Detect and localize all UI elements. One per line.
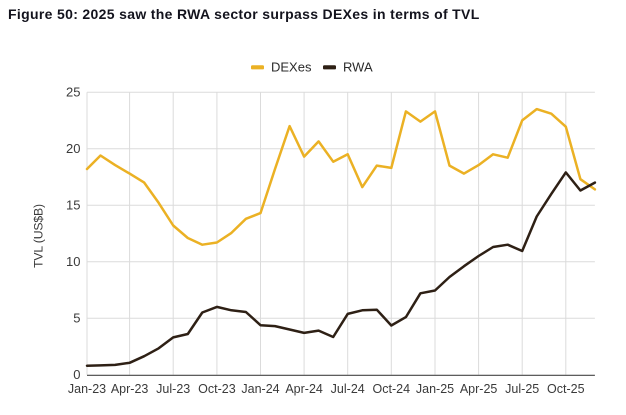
svg-text:Jul-23: Jul-23 xyxy=(156,382,190,396)
svg-text:TVL (US$B): TVL (US$B) xyxy=(32,204,46,268)
svg-text:0: 0 xyxy=(73,367,80,382)
svg-text:Jan-24: Jan-24 xyxy=(241,382,279,396)
svg-text:Oct-24: Oct-24 xyxy=(373,382,411,396)
svg-text:5: 5 xyxy=(73,311,80,326)
svg-text:Jul-25: Jul-25 xyxy=(505,382,539,396)
svg-text:15: 15 xyxy=(66,198,80,213)
svg-text:Jan-25: Jan-25 xyxy=(416,382,454,396)
svg-text:Jul-24: Jul-24 xyxy=(331,382,365,396)
svg-text:25: 25 xyxy=(66,85,80,100)
svg-text:Apr-25: Apr-25 xyxy=(460,382,498,396)
svg-text:Apr-23: Apr-23 xyxy=(111,382,149,396)
svg-text:Jan-23: Jan-23 xyxy=(68,382,106,396)
svg-text:DEXes: DEXes xyxy=(271,60,312,75)
svg-text:20: 20 xyxy=(66,141,80,156)
svg-text:RWA: RWA xyxy=(343,60,373,75)
svg-text:Oct-23: Oct-23 xyxy=(198,382,236,396)
svg-text:10: 10 xyxy=(66,254,80,269)
svg-text:Apr-24: Apr-24 xyxy=(285,382,323,396)
svg-text:Oct-25: Oct-25 xyxy=(547,382,585,396)
